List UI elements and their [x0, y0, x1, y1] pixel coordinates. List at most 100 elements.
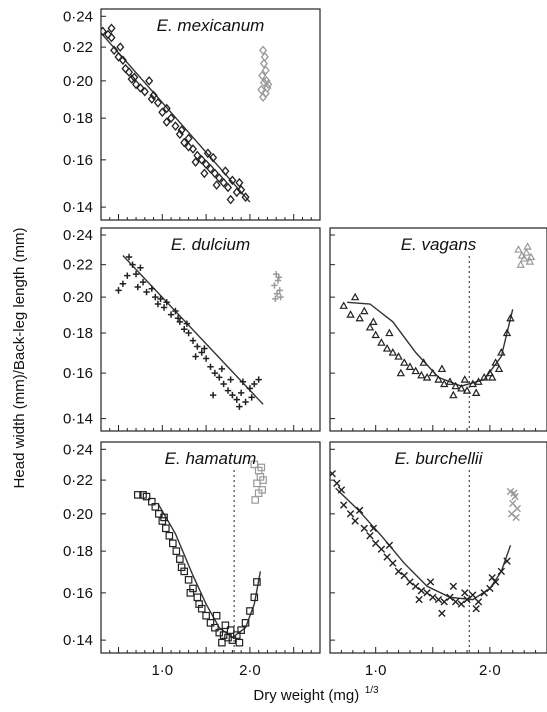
data-point [134, 283, 141, 291]
data-point [394, 352, 403, 360]
data-point [184, 576, 193, 584]
data-point [145, 76, 154, 86]
plot-area [133, 460, 267, 647]
data-point [200, 168, 209, 179]
data-point [160, 513, 168, 522]
data-point [259, 45, 268, 56]
data-point [472, 604, 480, 613]
data-point [206, 164, 215, 174]
data-point [215, 173, 224, 183]
data-point [177, 125, 186, 135]
data-point [438, 609, 446, 618]
data-point [110, 45, 119, 56]
data-point [149, 90, 158, 101]
y-tick-label: 0·18 [63, 110, 93, 127]
data-point [153, 97, 162, 108]
data-point [503, 557, 511, 565]
data-point [494, 364, 504, 373]
panel-title: E. vagans [401, 235, 477, 254]
data-point [337, 486, 346, 494]
data-point [253, 578, 261, 586]
data-point [405, 362, 415, 370]
data-point [226, 626, 235, 634]
data-point [228, 636, 237, 644]
data-point [148, 285, 156, 292]
data-point [202, 355, 210, 362]
data-point [400, 358, 409, 366]
data-point [192, 353, 199, 360]
data-point [107, 23, 116, 34]
data-point [516, 260, 525, 268]
data-point [346, 310, 355, 318]
data-point [115, 287, 122, 294]
data-point [151, 503, 160, 511]
data-point [474, 598, 483, 606]
data-point [471, 388, 481, 397]
data-point [356, 506, 364, 515]
data-point [434, 375, 443, 383]
data-point [276, 287, 283, 294]
data-point [160, 304, 168, 311]
data-point [162, 103, 171, 114]
data-point [167, 113, 176, 123]
y-tick-label: 0·16 [63, 585, 93, 602]
data-point [479, 372, 489, 381]
data-point [411, 366, 420, 375]
data-point [439, 379, 449, 388]
series-main [101, 23, 250, 205]
data-point [257, 463, 266, 472]
data-point [273, 290, 281, 297]
data-point [272, 295, 279, 303]
data-point [497, 348, 506, 356]
fit-line [157, 503, 262, 639]
data-point [116, 42, 125, 52]
data-point [195, 600, 203, 608]
data-point [491, 358, 500, 366]
data-point [396, 368, 406, 377]
data-point [197, 155, 206, 165]
data-point [360, 524, 368, 532]
data-point [206, 619, 215, 627]
data-point [259, 58, 268, 69]
data-point [383, 553, 391, 561]
plot-area [115, 253, 284, 410]
series-outliers [257, 45, 273, 102]
data-point [211, 369, 219, 377]
data-point [237, 626, 245, 634]
data-point [186, 589, 195, 597]
data-point [365, 322, 375, 331]
panel-title: E. dulcium [171, 235, 250, 254]
data-point [333, 479, 341, 488]
series-outliers [514, 242, 536, 268]
data-point [250, 460, 259, 469]
panel-frame [329, 227, 547, 432]
data-point [137, 264, 144, 271]
data-point [445, 377, 455, 385]
data-point [506, 313, 515, 322]
panels: 0·140·160·180·200·220·24 E. mexicanum0·14… [63, 8, 547, 679]
data-point [451, 598, 460, 606]
data-point [340, 501, 348, 509]
data-point [360, 306, 369, 315]
data-point [209, 391, 217, 399]
data-point [140, 86, 149, 97]
data-point [136, 83, 145, 93]
plot-area [330, 470, 521, 618]
x-tick-label: 1·0 [365, 662, 387, 679]
data-point [124, 67, 134, 77]
data-point [133, 491, 142, 499]
data-point [488, 573, 496, 582]
data-point [171, 121, 180, 131]
data-point [474, 377, 483, 385]
data-point [346, 510, 355, 518]
data-point [154, 300, 162, 308]
data-point [172, 547, 181, 555]
data-point [236, 403, 243, 410]
plot-area [339, 242, 536, 399]
panel-e-dulcium: 0·14 0·16 0·18 0·20 0·22 0·24 E. dulcium [63, 227, 321, 432]
data-point [377, 338, 386, 346]
data-point [507, 510, 516, 518]
y-tick-label: 0·24 [63, 8, 93, 25]
data-point [132, 270, 140, 278]
data-point [389, 559, 397, 567]
